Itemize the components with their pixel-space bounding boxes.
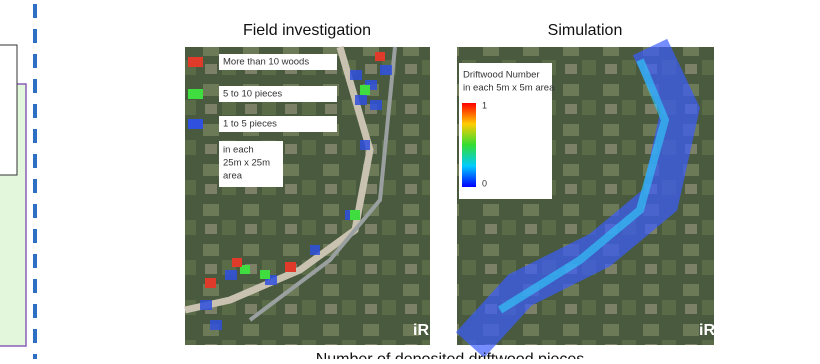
logo: iR xyxy=(699,322,715,339)
label: in each xyxy=(223,145,254,156)
label: Simulation xyxy=(548,22,623,39)
label: in each 5m x 5m area xyxy=(463,83,555,94)
page: iR iR Field investigation Simulation More … xyxy=(0,0,820,359)
label: Driftwood Number xyxy=(463,70,540,81)
label: More than 10 woods xyxy=(223,57,309,68)
slide: iR iR Field investigation Simulation More … xyxy=(0,0,820,359)
label: 5 to 10 pieces xyxy=(223,89,282,100)
label: 1 xyxy=(482,100,487,110)
label: Number of deposited driftwood pieces xyxy=(316,351,585,359)
field-map xyxy=(185,47,430,345)
label: Field investigation xyxy=(243,22,371,39)
label: area xyxy=(223,171,243,182)
label: 1 to 5 pieces xyxy=(223,119,277,130)
label: 25m x 25m xyxy=(223,158,270,169)
logo: iR xyxy=(413,322,429,339)
label: 0 xyxy=(482,178,487,188)
side-box xyxy=(0,45,17,175)
